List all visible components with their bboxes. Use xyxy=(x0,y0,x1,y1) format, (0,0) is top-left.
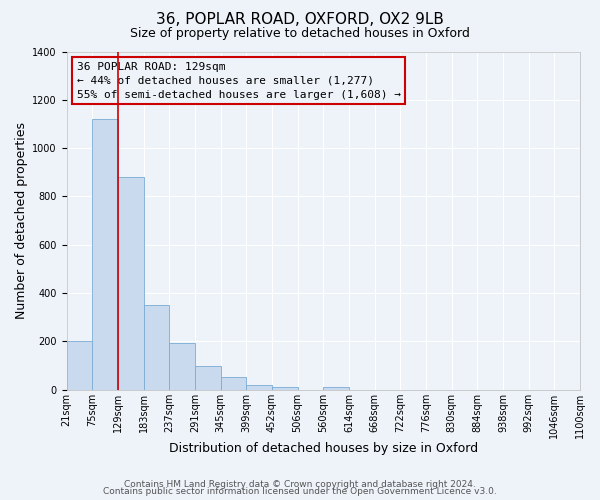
Bar xyxy=(221,376,246,390)
Text: 36, POPLAR ROAD, OXFORD, OX2 9LB: 36, POPLAR ROAD, OXFORD, OX2 9LB xyxy=(156,12,444,28)
Bar xyxy=(169,342,195,390)
Text: 36 POPLAR ROAD: 129sqm
← 44% of detached houses are smaller (1,277)
55% of semi-: 36 POPLAR ROAD: 129sqm ← 44% of detached… xyxy=(77,62,401,100)
Bar xyxy=(246,385,272,390)
Y-axis label: Number of detached properties: Number of detached properties xyxy=(15,122,28,319)
Text: Contains HM Land Registry data © Crown copyright and database right 2024.: Contains HM Land Registry data © Crown c… xyxy=(124,480,476,489)
Text: Size of property relative to detached houses in Oxford: Size of property relative to detached ho… xyxy=(130,28,470,40)
X-axis label: Distribution of detached houses by size in Oxford: Distribution of detached houses by size … xyxy=(169,442,478,455)
Text: Contains public sector information licensed under the Open Government Licence v3: Contains public sector information licen… xyxy=(103,488,497,496)
Bar xyxy=(92,119,118,390)
Bar xyxy=(272,388,298,390)
Bar xyxy=(67,342,92,390)
Bar xyxy=(118,177,143,390)
Bar xyxy=(323,388,349,390)
Bar xyxy=(143,305,169,390)
Bar xyxy=(195,366,221,390)
